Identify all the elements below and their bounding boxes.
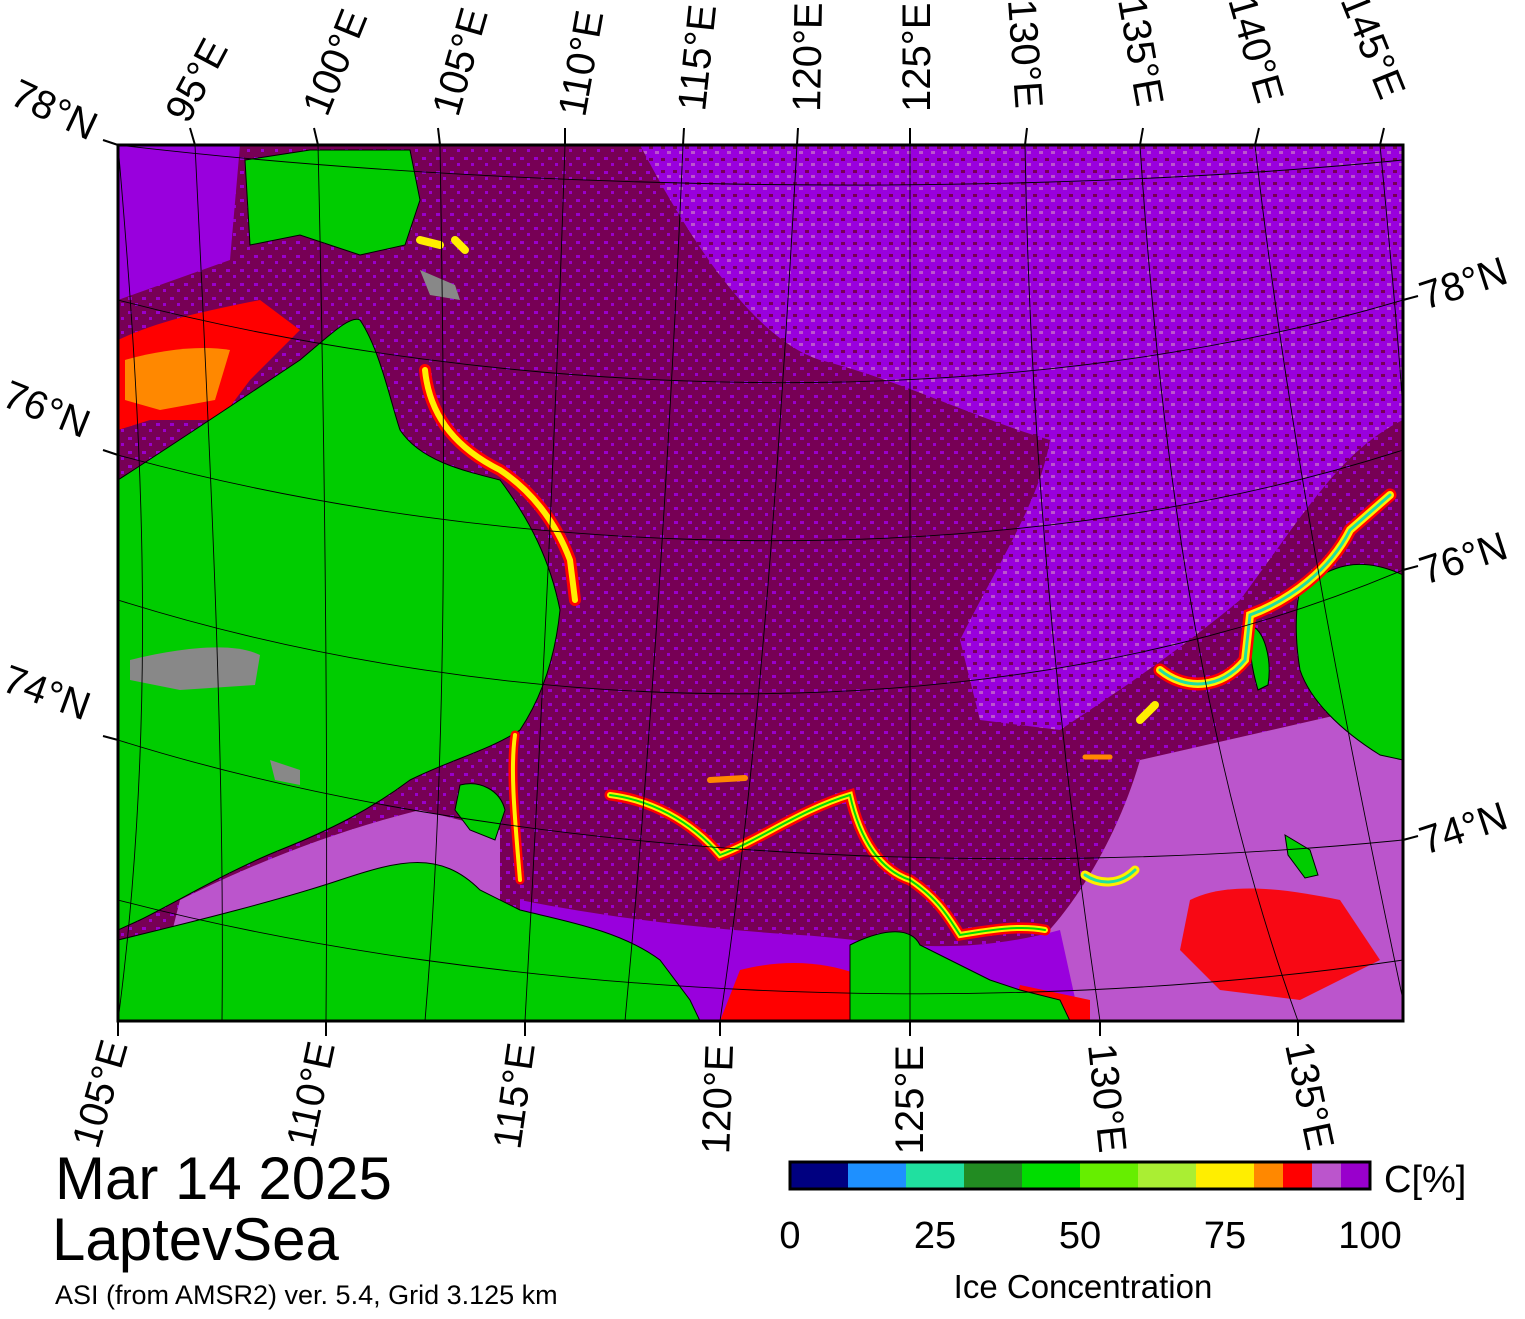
- bottom-longitude-labels: 105°E 110°E 115°E 120°E 125°E 130°E 135°…: [64, 1035, 1342, 1154]
- colorbar-title: Ice Concentration: [953, 1268, 1213, 1305]
- colorbar-segment: [1312, 1162, 1341, 1189]
- land-kotelny: [1295, 563, 1403, 761]
- colorbar-segment: [1196, 1162, 1254, 1189]
- top-label-145E: 145°E: [1332, 0, 1414, 105]
- top-label-115E: 115°E: [670, 2, 725, 112]
- map-frame: [116, 143, 1405, 1023]
- left-latitude-labels: 78°N 76°N 74°N: [0, 71, 104, 729]
- colorbar-segment: [1138, 1162, 1196, 1189]
- top-label-135E: 135°E: [1109, 0, 1171, 109]
- colorbar-segment: [1283, 1162, 1312, 1189]
- colorbar-tick-25: 25: [913, 1215, 957, 1257]
- land: [118, 149, 1403, 1021]
- top-label-95E: 95°E: [157, 32, 237, 130]
- frame-ticks: [102, 127, 1419, 1036]
- right-label-74N: 74°N: [1414, 794, 1513, 863]
- bottom-label-125E: 125°E: [888, 1045, 932, 1154]
- bottom-label-105E: 105°E: [64, 1035, 136, 1152]
- top-label-130E: 130°E: [999, 0, 1051, 110]
- source-note: ASI (from AMSR2) ver. 5.4, Grid 3.125 km: [55, 1280, 558, 1310]
- colorbar-segment: [1022, 1162, 1080, 1189]
- right-label-76N: 76°N: [1414, 524, 1513, 593]
- left-label-74N: 74°N: [0, 657, 96, 729]
- left-label-76N: 76°N: [0, 373, 96, 447]
- map-area: [118, 145, 1403, 1021]
- top-label-105E: 105°E: [424, 3, 496, 120]
- top-label-110E: 110°E: [551, 7, 613, 119]
- ice-patch-red-south: [720, 963, 860, 1021]
- colorbar-segment: [964, 1162, 1022, 1189]
- top-label-140E: 140°E: [1219, 0, 1291, 108]
- land-lena-delta: [849, 931, 1071, 1021]
- colorbar-segment: [848, 1162, 906, 1189]
- colorbar-unit: C[%]: [1384, 1159, 1467, 1201]
- land-ice: [130, 270, 460, 785]
- colorbar-tick-0: 0: [779, 1215, 801, 1257]
- colorbar-segment: [790, 1162, 848, 1189]
- land-severnaya-zemlya: [244, 149, 421, 256]
- colorbar-tick-50: 50: [1058, 1215, 1102, 1257]
- colorbar-tick-100: 100: [1338, 1215, 1402, 1257]
- top-label-100E: 100°E: [295, 3, 377, 121]
- ice-patch-orange-west: [125, 348, 230, 410]
- right-latitude-labels: 78°N 76°N 74°N: [1414, 249, 1513, 863]
- left-label-78N: 78°N: [4, 71, 104, 149]
- ice-region-west: [118, 145, 240, 300]
- bottom-label-120E: 120°E: [694, 1044, 742, 1155]
- flaw-leads: [416, 236, 1397, 942]
- right-label-78N: 78°N: [1414, 249, 1513, 318]
- colorbar-segment: [1341, 1162, 1370, 1189]
- ice-region-north-east: [640, 145, 1403, 730]
- colorbar-frame: [788, 1160, 1372, 1191]
- bottom-label-110E: 110°E: [279, 1038, 344, 1151]
- top-label-120E: 120°E: [785, 2, 831, 112]
- colorbar-tick-75: 75: [1203, 1215, 1247, 1257]
- ice-patch-red-southeast: [1180, 888, 1380, 1000]
- land-islet-west: [454, 783, 506, 841]
- land-taymyr: [118, 318, 561, 931]
- bottom-label-115E: 115°E: [486, 1040, 544, 1152]
- graticule: [118, 145, 1403, 1021]
- colorbar-segment: [1254, 1162, 1283, 1189]
- date-title: Mar 14 2025: [55, 1145, 392, 1212]
- bottom-label-130E: 130°E: [1079, 1041, 1134, 1154]
- top-longitude-labels: 95°E 100°E 105°E 110°E 115°E 120°E 125°E…: [157, 0, 1413, 129]
- land-south-mainland: [118, 862, 701, 1021]
- land-islet-east: [1284, 834, 1319, 879]
- region-title: LaptevSea: [52, 1206, 339, 1273]
- colorbar-segment: [906, 1162, 964, 1189]
- bottom-label-135E: 135°E: [1276, 1038, 1342, 1154]
- colorbar: [790, 1162, 1370, 1189]
- colorbar-segment: [1080, 1162, 1138, 1189]
- top-label-125E: 125°E: [895, 3, 939, 112]
